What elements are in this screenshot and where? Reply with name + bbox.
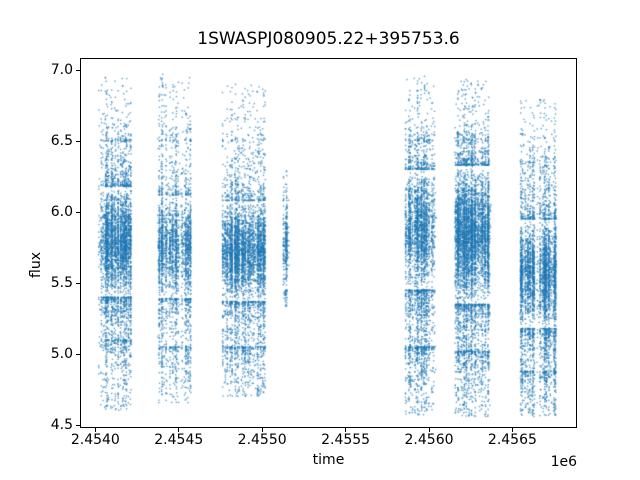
y-tick-label: 5.5 bbox=[50, 275, 73, 292]
y-tick-mark bbox=[76, 211, 80, 213]
y-tick-mark bbox=[76, 353, 80, 355]
y-tick-mark bbox=[76, 282, 80, 284]
x-tick-label: 2.4545 bbox=[154, 432, 204, 448]
x-tick-label: 2.4565 bbox=[487, 432, 537, 448]
y-tick-mark bbox=[76, 69, 80, 71]
x-tick-mark bbox=[94, 428, 96, 432]
x-tick-mark bbox=[511, 428, 513, 432]
plot-title: 1SWASPJ080905.22+395753.6 bbox=[197, 29, 460, 49]
x-tick-label: 2.4540 bbox=[70, 432, 120, 448]
x-tick-mark bbox=[261, 428, 263, 432]
x-axis-offset-label: 1e6 bbox=[550, 454, 577, 470]
y-tick-label: 6.5 bbox=[50, 133, 73, 150]
y-tick-label: 4.5 bbox=[50, 417, 73, 434]
x-tick-label: 2.4555 bbox=[321, 432, 371, 448]
y-tick-mark bbox=[76, 140, 80, 142]
x-tick-mark bbox=[345, 428, 347, 432]
x-tick-mark bbox=[428, 428, 430, 432]
y-tick-label: 7.0 bbox=[50, 62, 73, 79]
y-tick-label: 6.0 bbox=[50, 204, 73, 221]
y-tick-label: 5.0 bbox=[50, 346, 73, 363]
y-tick-mark bbox=[76, 424, 80, 426]
x-tick-label: 2.4550 bbox=[237, 432, 287, 448]
x-tick-label: 2.4560 bbox=[404, 432, 454, 448]
x-tick-mark bbox=[178, 428, 180, 432]
x-axis-label: time bbox=[312, 452, 345, 468]
